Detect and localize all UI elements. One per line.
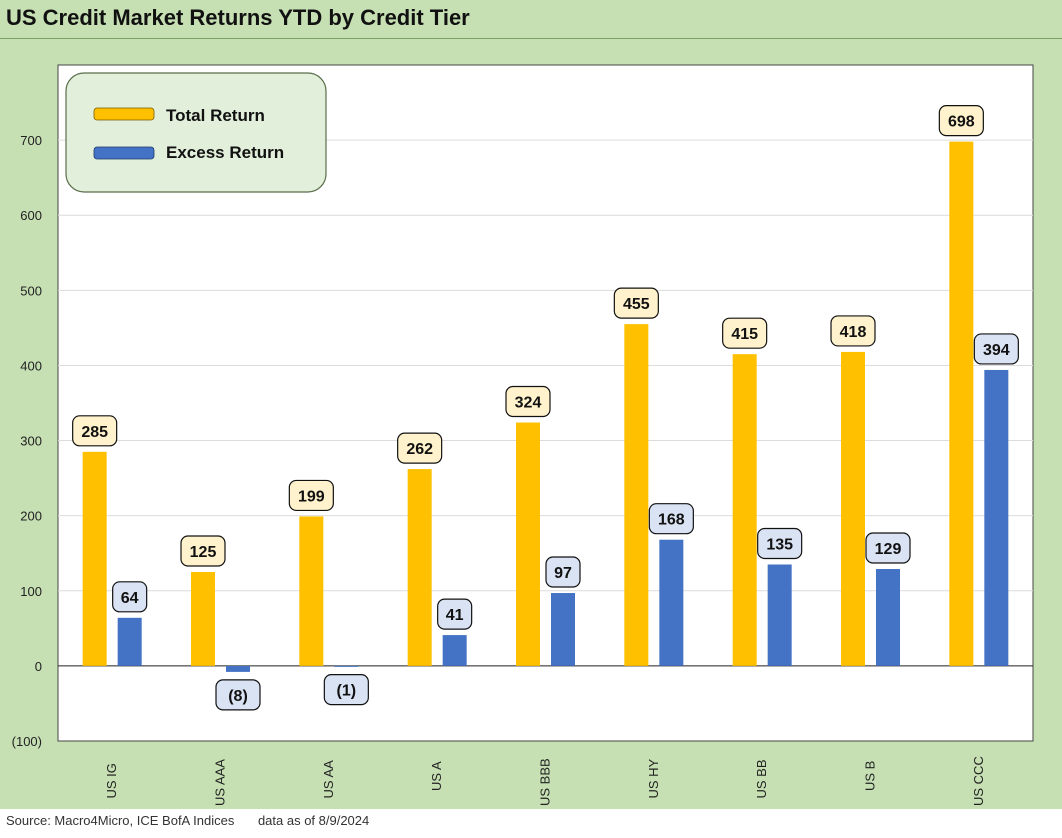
- total-return-bar-us-b: [841, 351, 865, 666]
- x-tick-label: US B: [863, 761, 878, 791]
- chart-title: US Credit Market Returns YTD by Credit T…: [6, 5, 470, 30]
- total-return-label: 415: [731, 326, 758, 343]
- excess-return-label: 135: [766, 536, 793, 553]
- legend: Total Return Excess Return: [65, 72, 327, 193]
- data-label-box: [437, 598, 473, 630]
- data-label-box: [215, 679, 261, 711]
- data-label-box: [722, 317, 768, 349]
- data-label-box: [545, 556, 581, 588]
- legend-excess-label: Excess Return: [166, 143, 284, 162]
- total-return-bar-us-a: [407, 469, 432, 666]
- legend-total-label: Total Return: [166, 106, 265, 125]
- excess-return-bar-us-ccc: [984, 369, 1009, 666]
- as-of-date: data as of 8/9/2024: [257, 813, 370, 828]
- total-return-label: 285: [81, 424, 108, 441]
- bar-chart: (100) 0 100 200 300 400 500 600 700 285 64 125 (8) 1…: [12, 64, 1034, 806]
- total-return-label: 125: [190, 544, 217, 561]
- y-tick-label: 500: [20, 283, 42, 298]
- excess-return-label: (8): [228, 688, 248, 705]
- x-tick-label: US BB: [754, 759, 769, 798]
- bars: [82, 141, 1009, 672]
- y-tick-label: 300: [20, 434, 42, 449]
- total-return-bar-us-aa: [299, 516, 324, 666]
- excess-return-bar-us-aa: [334, 665, 359, 667]
- data-label-box: [613, 287, 659, 319]
- excess-return-label: 64: [121, 590, 139, 607]
- data-label-box: [72, 415, 118, 447]
- y-tick-label: 600: [20, 208, 42, 223]
- total-return-bar-us-hy: [624, 324, 649, 666]
- legend-box: [65, 72, 327, 193]
- total-return-bar-us-bbb: [516, 422, 540, 666]
- excess-return-bar-us-a: [442, 635, 467, 666]
- data-label-box: [288, 479, 334, 512]
- total-return-label: 455: [623, 296, 650, 313]
- legend-total-swatch: [93, 107, 155, 121]
- data-label-box: [830, 315, 876, 347]
- excess-return-bar-us-ig: [117, 617, 142, 666]
- data-label-box: [648, 503, 694, 535]
- source-note: Source: Macro4Micro, ICE BofA Indices: [6, 813, 235, 828]
- legend-excess-swatch: [93, 146, 155, 160]
- excess-return-bar-us-aaa: [226, 665, 250, 672]
- x-tick-label: US HY: [646, 758, 661, 798]
- x-axis-ticks: US IG US AAA US AA US A US BBB US HY US BB US B…: [104, 756, 986, 806]
- total-return-label: 262: [406, 441, 433, 458]
- data-label-box: [112, 581, 148, 613]
- x-tick-label: US IG: [104, 763, 119, 798]
- data-label-box: [323, 674, 369, 706]
- excess-return-label: 97: [554, 565, 572, 582]
- total-return-bar-us-ig: [82, 451, 107, 666]
- data-label-box: [973, 333, 1019, 365]
- data-label-box: [865, 532, 911, 564]
- total-return-bar-us-aaa: [191, 572, 215, 666]
- total-return-bar-us-ccc: [949, 141, 974, 666]
- excess-return-label: 41: [446, 607, 464, 624]
- data-label-box: [180, 535, 226, 567]
- total-return-label: 324: [515, 395, 542, 412]
- data-label-box: [505, 385, 551, 418]
- gridlines: [58, 139, 1033, 667]
- excess-return-bar-us-hy: [659, 539, 684, 666]
- data-label-box: [757, 527, 803, 560]
- data-label-box: [397, 432, 443, 464]
- excess-return-label: 129: [875, 541, 902, 558]
- title-bar: US Credit Market Returns YTD by Credit T…: [0, 0, 1062, 39]
- data-labels: 285 64 125 (8) 199 (1) 262 41 324 97 455 168 415 135 4…: [72, 105, 1019, 711]
- excess-return-bar-us-bb: [767, 564, 792, 666]
- total-return-bar-us-bb: [732, 354, 757, 666]
- excess-return-bar-us-b: [876, 568, 900, 666]
- x-tick-label: US AA: [321, 760, 336, 799]
- y-tick-label: 700: [20, 133, 42, 148]
- excess-return-label: (1): [337, 683, 357, 700]
- footer: Source: Macro4Micro, ICE BofA Indices da…: [6, 813, 369, 828]
- y-tick-label: 0: [35, 659, 42, 674]
- y-tick-label: 400: [20, 358, 42, 373]
- total-return-label: 199: [298, 488, 325, 505]
- y-tick-label: 200: [20, 509, 42, 524]
- y-axis-ticks: (100) 0 100 200 300 400 500 600 700: [12, 133, 42, 749]
- x-tick-label: US AAA: [213, 759, 228, 806]
- x-tick-label: US BBB: [538, 758, 553, 806]
- y-tick-label: (100): [12, 734, 42, 749]
- x-tick-label: US CCC: [971, 756, 986, 806]
- x-tick-label: US A: [429, 761, 444, 791]
- data-label-box: [938, 105, 984, 137]
- excess-return-label: 394: [983, 342, 1010, 359]
- total-return-label: 698: [948, 114, 975, 131]
- excess-return-bar-us-bbb: [551, 593, 575, 666]
- excess-return-label: 168: [658, 512, 685, 529]
- y-tick-label: 100: [20, 584, 42, 599]
- total-return-label: 418: [840, 324, 867, 341]
